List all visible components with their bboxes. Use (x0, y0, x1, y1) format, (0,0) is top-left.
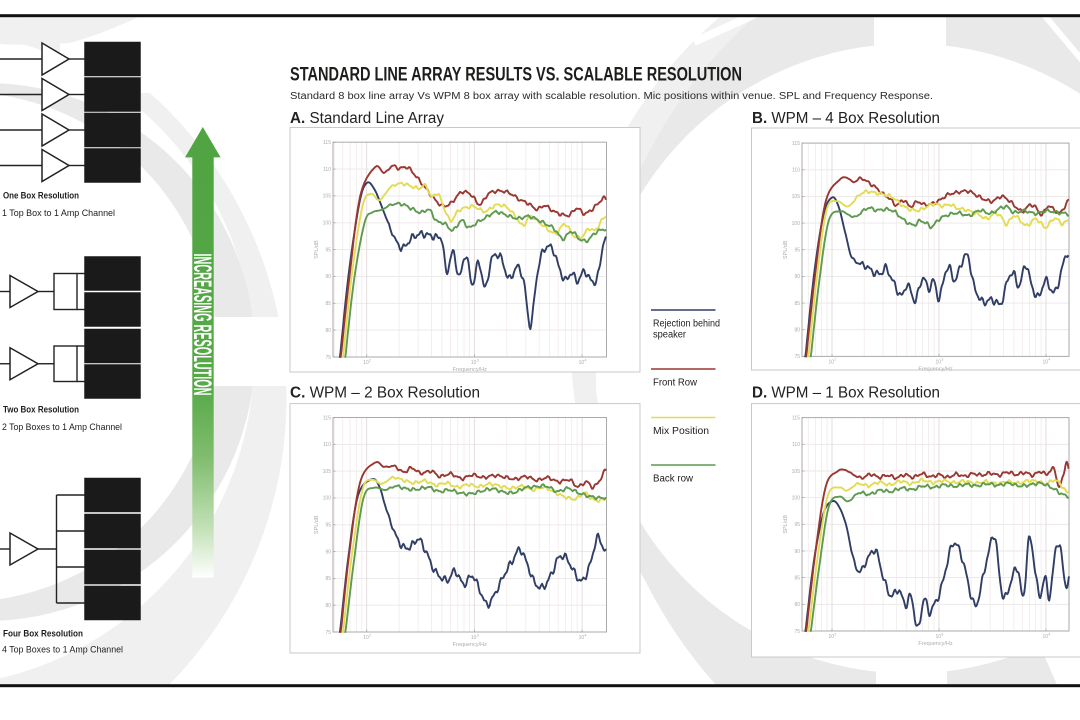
svg-text:Two Box Resolution: Two Box Resolution (3, 405, 79, 416)
svg-text:4 Top Boxes to 1 Amp Channel: 4 Top Boxes to 1 Amp Channel (2, 645, 123, 656)
svg-text:SPL/dB: SPL/dB (783, 240, 789, 259)
svg-text:110: 110 (323, 442, 331, 448)
svg-text:2: 2 (369, 358, 371, 362)
svg-text:100: 100 (323, 221, 332, 227)
svg-text:Frequency/Hz: Frequency/Hz (453, 642, 487, 648)
svg-text:4: 4 (1048, 632, 1050, 636)
svg-text:SPL/dB: SPL/dB (314, 240, 320, 259)
svg-text:C. WPM – 2 Box Resolution: C. WPM – 2 Box Resolution (290, 385, 480, 402)
svg-text:10: 10 (829, 634, 835, 640)
svg-text:85: 85 (325, 301, 331, 307)
svg-text:SPL/dB: SPL/dB (783, 515, 789, 534)
svg-text:80: 80 (325, 328, 331, 334)
svg-text:95: 95 (794, 248, 800, 254)
svg-text:Frequency/Hz: Frequency/Hz (453, 367, 487, 373)
svg-text:D. WPM – 1 Box Resolution: D. WPM – 1 Box Resolution (752, 385, 940, 402)
svg-text:STANDARD LINE ARRAY RESULTS VS: STANDARD LINE ARRAY RESULTS VS. SCALABLE… (290, 65, 742, 86)
svg-text:SPL/dB: SPL/dB (314, 515, 320, 534)
svg-text:Back row: Back row (653, 474, 694, 485)
svg-text:100: 100 (792, 221, 801, 227)
svg-text:80: 80 (794, 328, 800, 334)
svg-text:95: 95 (325, 247, 331, 253)
svg-text:100: 100 (323, 496, 332, 502)
svg-text:2: 2 (369, 633, 371, 637)
svg-text:10: 10 (1043, 634, 1049, 640)
svg-text:105: 105 (792, 194, 801, 200)
svg-text:110: 110 (792, 168, 800, 174)
svg-text:3: 3 (477, 633, 479, 637)
svg-text:Mix Position: Mix Position (653, 426, 709, 437)
svg-text:1 Top Box to 1 Amp Channel: 1 Top Box to 1 Amp Channel (2, 208, 115, 219)
svg-text:2: 2 (834, 358, 836, 362)
svg-text:80: 80 (325, 603, 331, 609)
svg-text:10: 10 (936, 634, 942, 640)
svg-text:90: 90 (325, 274, 331, 280)
svg-text:95: 95 (325, 523, 331, 529)
svg-text:100: 100 (792, 495, 801, 501)
svg-text:115: 115 (792, 415, 800, 421)
svg-text:Front Row: Front Row (653, 378, 698, 389)
svg-text:105: 105 (323, 194, 332, 200)
svg-text:Rejection behind: Rejection behind (653, 319, 720, 330)
svg-text:10: 10 (1043, 359, 1049, 365)
svg-text:75: 75 (794, 354, 800, 360)
svg-text:4: 4 (584, 358, 586, 362)
svg-text:B. WPM – 4 Box Resolution: B. WPM – 4 Box Resolution (752, 110, 940, 127)
svg-text:10: 10 (936, 359, 942, 365)
svg-text:115: 115 (323, 415, 331, 421)
svg-text:105: 105 (323, 469, 332, 475)
svg-text:115: 115 (792, 141, 800, 147)
svg-text:A. Standard Line Array: A. Standard Line Array (290, 110, 444, 127)
svg-text:INCREASING RESOLUTION: INCREASING RESOLUTION (188, 254, 216, 396)
svg-text:10: 10 (471, 635, 477, 641)
svg-text:Frequency/Hz: Frequency/Hz (918, 641, 952, 647)
svg-text:10: 10 (579, 360, 585, 366)
svg-text:80: 80 (794, 602, 800, 608)
svg-text:10: 10 (363, 635, 369, 641)
svg-text:Four Box Resolution: Four Box Resolution (3, 629, 83, 640)
svg-text:75: 75 (325, 630, 331, 636)
svg-text:Standard 8 box line array Vs W: Standard 8 box line array Vs WPM 8 box a… (290, 91, 933, 102)
svg-text:4: 4 (1048, 358, 1050, 362)
svg-text:85: 85 (794, 301, 800, 307)
svg-text:110: 110 (792, 442, 800, 448)
svg-text:115: 115 (323, 140, 331, 146)
svg-text:10: 10 (579, 635, 585, 641)
svg-text:110: 110 (323, 167, 331, 173)
svg-text:speaker: speaker (653, 329, 687, 340)
svg-text:90: 90 (794, 274, 800, 280)
svg-text:4: 4 (584, 633, 586, 637)
svg-text:105: 105 (792, 469, 801, 475)
svg-text:3: 3 (941, 632, 943, 636)
svg-text:2: 2 (834, 632, 836, 636)
svg-text:95: 95 (794, 522, 800, 528)
svg-text:85: 85 (325, 576, 331, 582)
svg-text:Frequency/Hz: Frequency/Hz (918, 366, 952, 372)
svg-text:One Box Resolution: One Box Resolution (3, 190, 79, 201)
svg-text:90: 90 (794, 549, 800, 555)
svg-text:85: 85 (794, 575, 800, 581)
svg-text:10: 10 (829, 359, 835, 365)
svg-text:75: 75 (325, 355, 331, 361)
svg-text:90: 90 (325, 549, 331, 555)
svg-text:3: 3 (941, 358, 943, 362)
svg-text:2 Top Boxes to 1 Amp Channel: 2 Top Boxes to 1 Amp Channel (2, 422, 122, 433)
svg-text:75: 75 (794, 629, 800, 635)
svg-text:10: 10 (363, 360, 369, 366)
svg-text:10: 10 (471, 360, 477, 366)
svg-text:3: 3 (477, 358, 479, 362)
